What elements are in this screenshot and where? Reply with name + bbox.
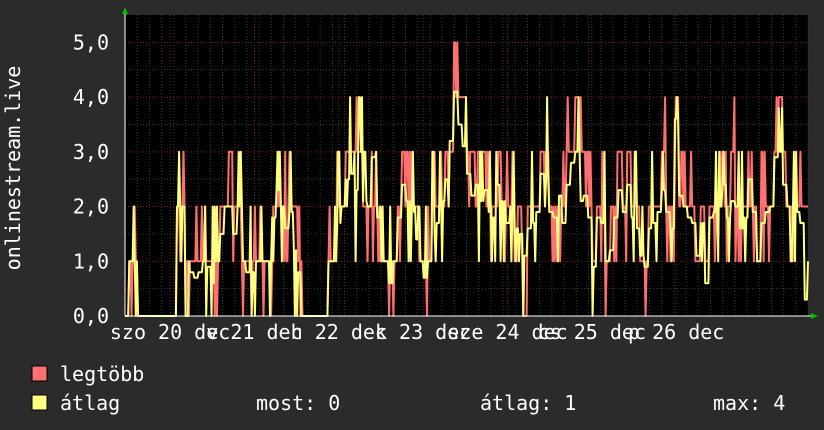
y-tick-labels: 0,0 1,0 2,0 3,0 4,0 5,0 bbox=[73, 30, 109, 328]
x-tick-label: v 21 dec bbox=[206, 320, 302, 344]
legend-label-max: legtöbb bbox=[60, 362, 144, 386]
stat-now: most: 0 bbox=[256, 391, 340, 415]
legend-swatch-max bbox=[31, 365, 48, 382]
x-tick-label: h 22 dec bbox=[291, 320, 387, 344]
axes bbox=[122, 7, 818, 319]
x-tick-label: cs 25 dec bbox=[538, 320, 646, 344]
series-line-avg bbox=[125, 90, 809, 317]
stat-avg: átlag: 1 bbox=[480, 391, 576, 415]
y-tick-label: 5,0 bbox=[73, 30, 109, 54]
series bbox=[125, 41, 809, 317]
y-axis-arrow bbox=[122, 7, 128, 14]
y-tick-label: 1,0 bbox=[73, 249, 109, 273]
y-axis-label: onlinestream.live bbox=[1, 66, 25, 271]
legend-swatch-avg bbox=[31, 394, 48, 411]
y-tick-label: 0,0 bbox=[73, 304, 109, 328]
y-tick-label: 4,0 bbox=[73, 85, 109, 109]
x-tick-label: k 23 dec bbox=[375, 320, 471, 344]
legend-label-avg: átlag bbox=[60, 391, 120, 415]
x-tick-label: szo 20 dec bbox=[110, 320, 230, 344]
y-tick-label: 2,0 bbox=[73, 195, 109, 219]
x-tick-label: sze 24 dec bbox=[447, 320, 567, 344]
stat-max: max: 4 bbox=[713, 391, 785, 415]
x-tick-label: p 26 dec bbox=[628, 320, 724, 344]
legend: legtöbb átlag bbox=[31, 362, 144, 415]
stats: most: 0 átlag: 1 max: 4 bbox=[256, 391, 785, 415]
x-axis-arrow bbox=[811, 313, 818, 319]
y-tick-label: 3,0 bbox=[73, 140, 109, 164]
